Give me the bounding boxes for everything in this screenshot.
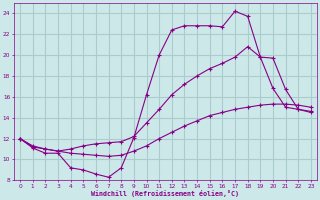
X-axis label: Windchill (Refroidissement éolien,°C): Windchill (Refroidissement éolien,°C) [92,190,239,197]
